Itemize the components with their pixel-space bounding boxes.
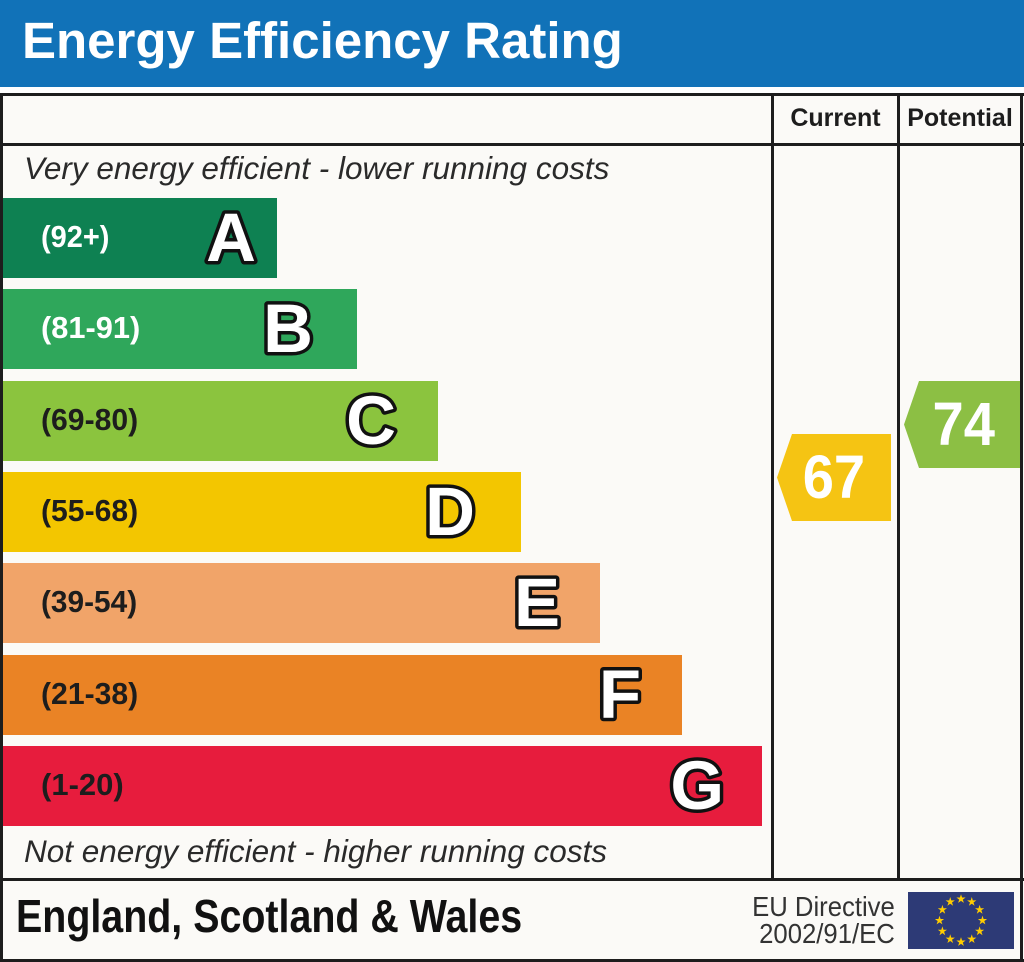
svg-text:G: G — [670, 747, 724, 824]
svg-text:B: B — [263, 290, 313, 367]
svg-text:D: D — [425, 473, 475, 550]
svg-text:A: A — [206, 199, 256, 276]
svg-text:C: C — [346, 382, 396, 459]
svg-text:F: F — [599, 656, 641, 733]
svg-text:E: E — [514, 564, 560, 641]
